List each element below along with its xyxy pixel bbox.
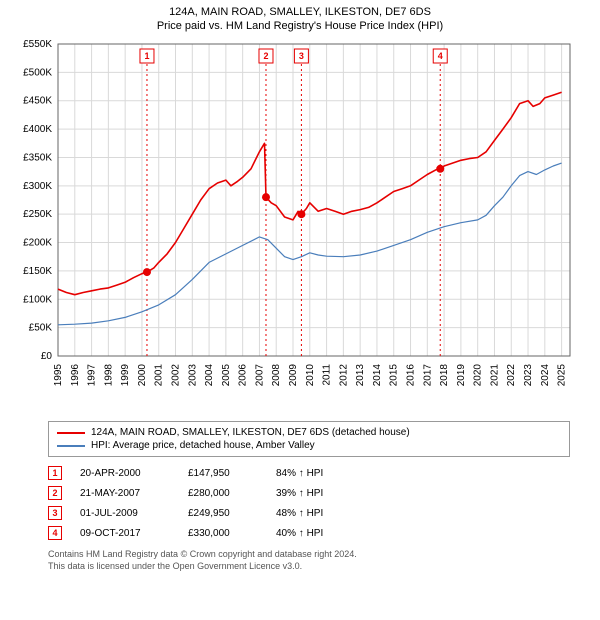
svg-text:2: 2 <box>263 51 268 61</box>
svg-text:2025: 2025 <box>557 364 568 387</box>
sale-event-date: 09-OCT-2017 <box>80 528 170 539</box>
svg-text:2002: 2002 <box>171 364 182 387</box>
svg-text:2013: 2013 <box>355 364 366 387</box>
title-area: 124A, MAIN ROAD, SMALLEY, ILKESTON, DE7 … <box>0 0 600 34</box>
svg-text:2003: 2003 <box>187 364 198 387</box>
svg-text:1: 1 <box>144 51 149 61</box>
svg-text:2014: 2014 <box>372 364 383 387</box>
footer-line1: Contains HM Land Registry data © Crown c… <box>48 549 570 561</box>
svg-text:2015: 2015 <box>389 364 400 387</box>
svg-text:1998: 1998 <box>103 364 114 387</box>
svg-text:£100K: £100K <box>23 294 52 305</box>
svg-text:2004: 2004 <box>204 364 215 387</box>
svg-text:2020: 2020 <box>473 364 484 387</box>
sale-event-marker: 2 <box>48 486 62 500</box>
sale-event-row: 3 01-JUL-2009 £249,950 48% ↑ HPI <box>48 503 570 523</box>
footer-line2: This data is licensed under the Open Gov… <box>48 561 570 573</box>
legend-line-swatch <box>57 445 85 447</box>
svg-text:4: 4 <box>438 51 443 61</box>
svg-text:2011: 2011 <box>322 364 333 386</box>
svg-text:2007: 2007 <box>254 364 265 387</box>
svg-text:2023: 2023 <box>523 364 534 387</box>
svg-text:£300K: £300K <box>23 181 52 192</box>
sale-event-hpi-relation: 40% ↑ HPI <box>276 528 356 539</box>
sale-event-price: £280,000 <box>188 488 258 499</box>
legend-line-swatch <box>57 432 85 434</box>
svg-text:£200K: £200K <box>23 238 52 249</box>
svg-text:2001: 2001 <box>154 364 165 387</box>
svg-text:£550K: £550K <box>23 39 52 50</box>
svg-text:2022: 2022 <box>506 364 517 387</box>
svg-text:1995: 1995 <box>53 364 64 387</box>
sale-event-marker: 4 <box>48 526 62 540</box>
svg-text:£150K: £150K <box>23 266 52 277</box>
svg-text:2000: 2000 <box>137 364 148 387</box>
sales-table: 1 20-APR-2000 £147,950 84% ↑ HPI 2 21-MAY-200… <box>48 463 570 543</box>
svg-text:3: 3 <box>299 51 304 61</box>
svg-text:2016: 2016 <box>406 364 417 387</box>
svg-text:£350K: £350K <box>23 152 52 163</box>
legend-label: 124A, MAIN ROAD, SMALLEY, ILKESTON, DE7 … <box>91 427 410 438</box>
svg-text:1999: 1999 <box>120 364 131 387</box>
svg-text:2021: 2021 <box>489 364 500 387</box>
svg-text:£500K: £500K <box>23 67 52 78</box>
svg-text:2024: 2024 <box>540 364 551 387</box>
sale-event-row: 2 21-MAY-2007 £280,000 39% ↑ HPI <box>48 483 570 503</box>
legend-label: HPI: Average price, detached house, Ambe… <box>91 440 315 451</box>
sale-event-row: 1 20-APR-2000 £147,950 84% ↑ HPI <box>48 463 570 483</box>
sale-event-price: £147,950 <box>188 468 258 479</box>
footer-attribution: Contains HM Land Registry data © Crown c… <box>48 549 570 572</box>
sale-event-price: £330,000 <box>188 528 258 539</box>
svg-text:2012: 2012 <box>338 364 349 387</box>
svg-text:2018: 2018 <box>439 364 450 387</box>
chart-container: 124A, MAIN ROAD, SMALLEY, ILKESTON, DE7 … <box>0 0 600 620</box>
sale-event-date: 01-JUL-2009 <box>80 508 170 519</box>
price-chart: £0 £50K £100K £150K £200K £250K £300K £350K £400… <box>10 38 590 408</box>
chart-area: £0 £50K £100K £150K £200K £250K £300K £350K £400… <box>10 38 590 413</box>
title-address: 124A, MAIN ROAD, SMALLEY, ILKESTON, DE7 … <box>10 6 590 18</box>
legend: 124A, MAIN ROAD, SMALLEY, ILKESTON, DE7 … <box>48 421 570 457</box>
sale-event-hpi-relation: 39% ↑ HPI <box>276 488 356 499</box>
svg-text:2010: 2010 <box>305 364 316 387</box>
svg-text:£400K: £400K <box>23 124 52 135</box>
legend-row: 124A, MAIN ROAD, SMALLEY, ILKESTON, DE7 … <box>57 426 561 439</box>
svg-text:2005: 2005 <box>221 364 232 387</box>
svg-text:1997: 1997 <box>87 364 98 387</box>
svg-text:£250K: £250K <box>23 209 52 220</box>
svg-text:2008: 2008 <box>271 364 282 387</box>
sale-event-date: 21-MAY-2007 <box>80 488 170 499</box>
svg-text:2009: 2009 <box>288 364 299 387</box>
legend-row: HPI: Average price, detached house, Ambe… <box>57 439 561 452</box>
sale-event-price: £249,950 <box>188 508 258 519</box>
svg-text:£50K: £50K <box>29 323 53 334</box>
svg-text:1996: 1996 <box>70 364 81 387</box>
svg-text:£450K: £450K <box>23 96 52 107</box>
svg-text:2019: 2019 <box>456 364 467 387</box>
title-subtitle: Price paid vs. HM Land Registry's House … <box>10 20 590 32</box>
sale-event-hpi-relation: 84% ↑ HPI <box>276 468 356 479</box>
svg-text:2006: 2006 <box>238 364 249 387</box>
svg-text:£0: £0 <box>41 351 53 362</box>
sale-event-marker: 3 <box>48 506 62 520</box>
sale-event-marker: 1 <box>48 466 62 480</box>
sale-event-date: 20-APR-2000 <box>80 468 170 479</box>
sale-event-hpi-relation: 48% ↑ HPI <box>276 508 356 519</box>
svg-text:2017: 2017 <box>422 364 433 387</box>
sale-event-row: 4 09-OCT-2017 £330,000 40% ↑ HPI <box>48 523 570 543</box>
